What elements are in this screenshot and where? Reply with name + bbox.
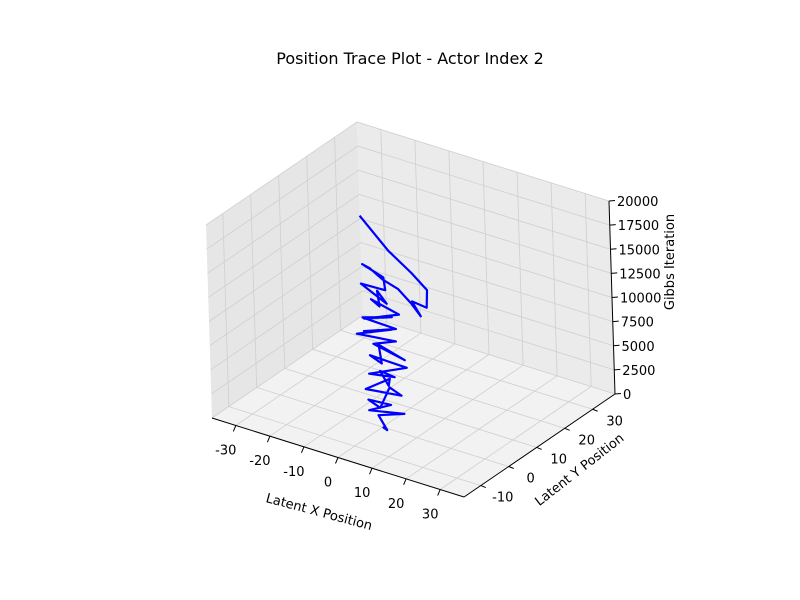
y-tick-label: 0	[527, 472, 535, 487]
z-tick-mark	[613, 344, 620, 347]
z-ticks: 0 2500 5000 7500 10000 12500 15000 17500 20000	[608, 195, 661, 403]
grid-lines	[205, 121, 616, 490]
z-tick-mark	[612, 320, 619, 323]
z-tick-mark	[611, 296, 619, 298]
z-grid-line	[206, 145, 610, 250]
x-ticks: -30 -20 -10 0 10 20 30	[215, 425, 441, 523]
y-ticks: -10 0 10 20 30	[480, 408, 623, 506]
z-grid-line	[207, 169, 611, 274]
y-tick-mark	[480, 485, 486, 489]
x-tick-mark	[300, 446, 305, 454]
z-tick-mark	[608, 200, 616, 202]
y-tick-mark	[536, 446, 542, 450]
x-tick-label: 10	[354, 486, 371, 501]
z-tick-label: 7500	[621, 316, 654, 331]
z-tick-label: 20000	[617, 195, 658, 210]
x-tick-mark	[335, 457, 339, 464]
z-grid-line	[208, 193, 612, 298]
x-tick-label: 0	[324, 476, 332, 491]
x-tick-label: -20	[249, 454, 270, 469]
z-tick-label: 10000	[620, 292, 661, 307]
z-grid-line	[210, 266, 614, 371]
axis-panes	[206, 122, 615, 497]
z-tick-label: 0	[623, 388, 631, 403]
z-tick-label: 2500	[622, 364, 655, 379]
y-tick-mark	[564, 427, 570, 431]
trace-line	[355, 215, 429, 432]
z-tick-mark	[614, 368, 621, 371]
y-axis-line	[463, 393, 616, 498]
z-grid-line	[208, 218, 613, 322]
y-tick-label: -10	[492, 491, 513, 506]
y-tick-label: 10	[550, 452, 567, 467]
z-tick-label: 15000	[619, 243, 660, 258]
y-tick-mark	[508, 466, 514, 469]
y-tick-mark	[592, 408, 598, 412]
z-grid-line	[211, 314, 616, 419]
x-tick-mark	[266, 435, 271, 443]
x-tick-label: -30	[215, 444, 236, 459]
z-tick-mark	[610, 248, 617, 250]
z-tick-label: 5000	[622, 340, 655, 355]
z-tick-mark	[614, 393, 622, 395]
z-tick-label: 17500	[618, 219, 659, 234]
y-tick-label: 30	[606, 414, 623, 429]
trace-series	[355, 215, 429, 432]
x-tick-mark	[437, 489, 441, 496]
z-tick-mark	[611, 272, 618, 274]
x-tick-mark	[369, 467, 373, 475]
chart-title: Position Trace Plot - Actor Index 2	[276, 49, 544, 68]
z-tick-mark	[609, 224, 616, 226]
x-tick-label: -10	[283, 465, 304, 480]
z-grid-line	[205, 121, 610, 226]
x-tick-label: 20	[388, 497, 405, 512]
x-tick-label: 30	[422, 508, 439, 523]
z-grid-line	[211, 290, 615, 395]
x-tick-mark	[232, 425, 237, 432]
z-tick-label: 12500	[619, 267, 660, 282]
y-tick-label: 20	[578, 433, 595, 448]
x-tick-mark	[403, 478, 407, 486]
z-axis-label: Gibbs Iteration	[663, 214, 678, 310]
z-grid-line	[209, 242, 613, 346]
